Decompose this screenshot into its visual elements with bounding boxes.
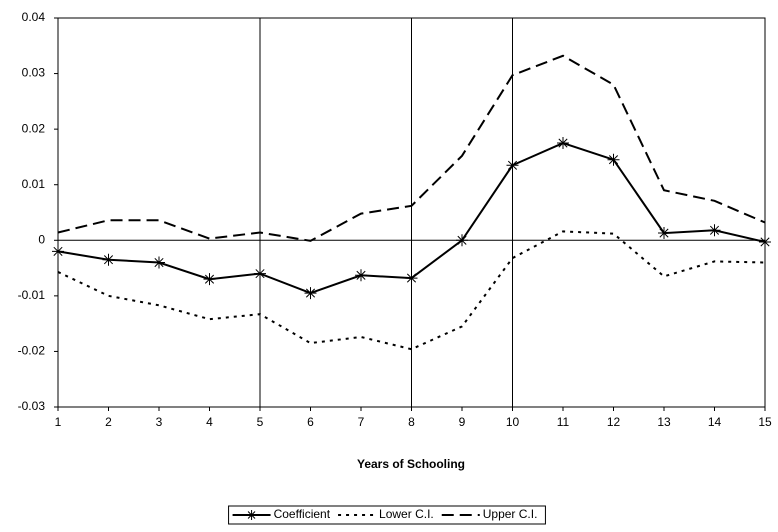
point-marker — [203, 273, 216, 286]
x-tick-label: 3 — [156, 415, 163, 429]
legend: Coefficient Lower C.I. Upper C.I. — [228, 505, 546, 525]
y-tick-label: 0.04 — [22, 10, 46, 24]
point-marker — [153, 256, 165, 269]
y-tick-label: 0 — [38, 232, 45, 246]
x-tick-label: 2 — [105, 415, 112, 429]
point-marker — [708, 224, 721, 237]
point-marker — [607, 153, 620, 166]
x-tick-label: 10 — [506, 415, 520, 429]
x-tick-label: 8 — [408, 415, 415, 429]
point-marker — [405, 272, 418, 285]
x-tick-label: 4 — [206, 415, 213, 429]
series-line — [57, 54, 766, 242]
legend-label: Upper C.I. — [483, 507, 538, 521]
y-tick-label: 0.01 — [22, 177, 46, 191]
point-marker — [557, 137, 569, 150]
y-tick-label: 0.02 — [22, 121, 46, 135]
point-marker — [658, 227, 670, 240]
x-tick-label: 14 — [708, 415, 722, 429]
x-tick-label: 9 — [459, 415, 466, 429]
legend-box — [228, 505, 546, 525]
point-marker — [304, 287, 317, 300]
point-marker — [254, 267, 266, 280]
point-marker — [355, 269, 367, 282]
y-tick-label: -0.02 — [18, 344, 46, 358]
x-axis-label: Years of Schooling — [357, 457, 465, 471]
x-tick-label: 12 — [607, 415, 621, 429]
x-tick-label: 7 — [358, 415, 365, 429]
y-tick-label: 0.03 — [22, 66, 46, 80]
point-marker — [102, 253, 115, 266]
x-tick-label: 13 — [657, 415, 671, 429]
legend-marker — [246, 510, 257, 520]
legend-label: Lower C.I. — [379, 507, 434, 521]
point-marker — [759, 235, 771, 248]
point-marker — [506, 159, 519, 172]
legend-label: Coefficient — [274, 507, 331, 521]
x-tick-label: 6 — [307, 415, 314, 429]
y-tick-label: -0.01 — [18, 288, 46, 302]
x-tick-label: 11 — [557, 415, 570, 429]
y-tick-label: -0.03 — [18, 399, 46, 413]
x-tick-label: 15 — [758, 415, 772, 429]
x-tick-label: 5 — [257, 415, 264, 429]
point-marker — [456, 234, 468, 247]
x-tick-label: 1 — [55, 415, 62, 429]
point-marker — [52, 245, 64, 258]
